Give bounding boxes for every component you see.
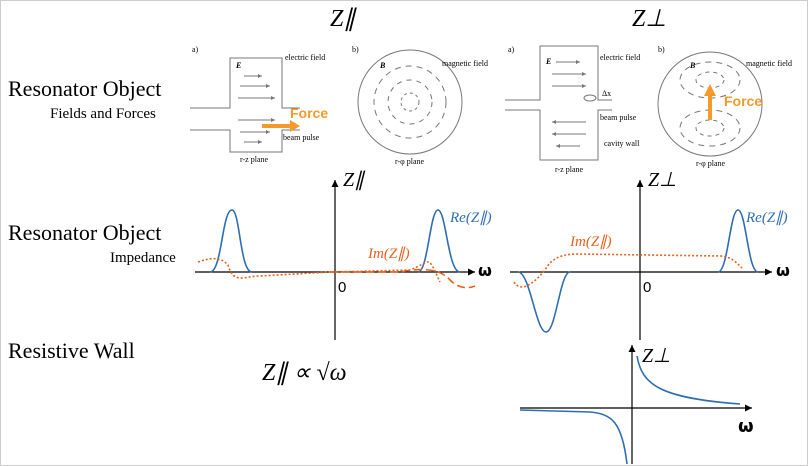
row-subtitle: Fields and Forces <box>50 106 156 122</box>
label: Δx <box>602 89 611 98</box>
row-subtitle: Impedance <box>110 250 176 266</box>
label: cavity wall <box>604 139 640 148</box>
axis-label: ω <box>776 261 790 280</box>
axis-label: Z∥ <box>343 169 366 191</box>
force-label: Force <box>290 105 328 121</box>
longitudinal-cavity: a) E electric field Force beam pulse r-z… <box>190 45 488 166</box>
curve-label: Re(Z∥) <box>449 210 492 226</box>
label: r-z plane <box>240 155 268 164</box>
column-header: Z∥ <box>330 6 357 32</box>
label: r-z plane <box>555 165 583 174</box>
formula: Z∥ ∝ √ω <box>262 360 347 386</box>
field-symbol: B <box>689 61 696 70</box>
label: magnetic field <box>442 59 488 68</box>
label: electric field <box>600 53 640 62</box>
label: beam pulse <box>600 113 637 122</box>
origin-label: 0 <box>643 279 651 296</box>
panel-tag: a) <box>508 45 515 54</box>
origin-label: 0 <box>338 279 346 296</box>
field-symbol: E <box>545 57 551 66</box>
row-title: Resistive Wall <box>8 338 135 363</box>
transverse-impedance-plot: Z⊥ ω 0 Im(Z∥) Re(Z∥) <box>510 169 790 340</box>
panel-tag: b) <box>658 45 665 54</box>
curve-label: Im(Z∥) <box>569 234 612 250</box>
panel-tag: b) <box>352 45 359 54</box>
resistive-wall: Z∥ ∝ √ω Z⊥ ω <box>262 345 754 464</box>
field-symbol: E <box>235 61 241 70</box>
longitudinal-impedance-plot: Z∥ ω 0 Im(Z∥) Re(Z∥) <box>195 169 492 340</box>
label: r-φ plane <box>395 157 425 166</box>
label: electric field <box>285 53 325 62</box>
curve-label: Re(Z∥) <box>745 210 788 226</box>
transverse-cavity: a) E electric field Δx beam pulse cavity… <box>505 45 792 174</box>
row-title: Resonator Object <box>8 220 161 245</box>
column-header: Z⊥ <box>632 6 666 32</box>
label: beam pulse <box>283 133 320 142</box>
row-title: Resonator Object <box>8 76 161 101</box>
axis-label: Z⊥ <box>642 345 671 367</box>
diagram: Z∥ Z⊥ Resonator Object Fields and Forces… <box>0 0 808 466</box>
axis-label: ω <box>738 416 754 437</box>
force-label: Force <box>724 93 762 109</box>
label: r-φ plane <box>696 159 726 168</box>
curve-label: Im(Z∥) <box>367 246 410 262</box>
panel-tag: a) <box>192 45 199 54</box>
field-symbol: B <box>379 61 386 70</box>
axis-label: Z⊥ <box>648 169 677 191</box>
label: magnetic field <box>746 59 792 68</box>
axis-label: ω <box>478 261 492 280</box>
